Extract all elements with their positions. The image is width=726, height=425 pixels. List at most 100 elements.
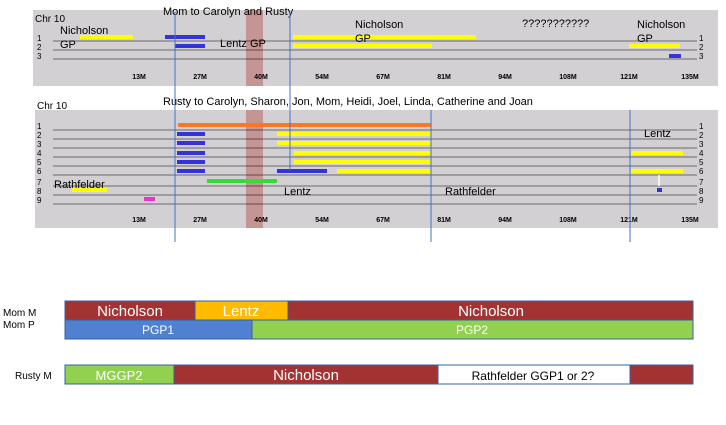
axis-tick: 81M xyxy=(437,217,451,224)
panel-2-row-number: 9 xyxy=(37,196,42,205)
panel-2: Chr 10 Rusty to Carolyn, Sharon, Jon, Mo… xyxy=(35,96,718,228)
panel-2-row-number-right: 1 xyxy=(699,122,704,131)
axis-tick: 13M xyxy=(132,217,146,224)
panel-2-row-number-right: 8 xyxy=(699,187,704,196)
panel-2-row-number-right: 7 xyxy=(699,178,704,187)
axis-tick: 67M xyxy=(376,217,390,224)
segment-blue xyxy=(175,44,205,48)
axis-tick: 27M xyxy=(193,217,207,224)
bar-label-nicholson: Nicholson xyxy=(273,367,339,384)
segment-blue xyxy=(669,54,681,58)
panel-2-row-number: 2 xyxy=(37,131,42,140)
segment-yellow xyxy=(277,132,431,136)
panel-2-row-number-right: 4 xyxy=(699,149,704,158)
panel-1-chr-label: Chr 10 xyxy=(35,14,65,25)
panel-1-row-number: 2 xyxy=(37,43,42,52)
label-unknown: ??????????? xyxy=(522,18,589,30)
label-rathfelder: Rathfelder xyxy=(54,179,105,191)
segment-yellow xyxy=(631,151,683,155)
label-lentz: Lentz xyxy=(284,186,311,198)
segment-yellow xyxy=(294,151,431,155)
segment-yellow xyxy=(294,160,431,164)
panel-2-row-number: 8 xyxy=(37,187,42,196)
panel-1-title: Mom to Carolyn and Rusty xyxy=(163,6,294,18)
panel-2-row-number: 3 xyxy=(37,140,42,149)
label-nicholson: Nicholson xyxy=(637,19,685,31)
axis-tick: 121M xyxy=(620,74,638,81)
bar-label-pgp2: PGP2 xyxy=(456,323,488,337)
panel-1: Chr 10 Mom to Carolyn and Rusty 1 2 3 1 … xyxy=(33,6,718,86)
segment-blue xyxy=(177,132,205,136)
axis-tick: 40M xyxy=(254,74,268,81)
bar-segment-pgp2 xyxy=(251,319,694,340)
panel-2-row-number-right: 9 xyxy=(699,196,704,205)
row-label-mom-m: Mom M xyxy=(3,308,36,319)
panel-2-row-number: 4 xyxy=(37,149,42,158)
panel-2-row-number: 7 xyxy=(37,178,42,187)
bar-segment-nicholson xyxy=(629,364,694,385)
axis-tick: 135M xyxy=(681,74,699,81)
segment-yellow xyxy=(72,188,107,192)
segment-yellow xyxy=(293,35,476,39)
axis-tick: 108M xyxy=(559,217,577,224)
segment-blue xyxy=(177,151,205,155)
panel-2-row-number: 6 xyxy=(37,167,42,176)
panel-2-highlight-band xyxy=(246,110,263,228)
axis-tick: 13M xyxy=(132,74,146,81)
segment-yellow xyxy=(631,169,683,173)
ancestry-bars: Mom M Mom P Rusty M Nicholson Lentz Nich… xyxy=(3,300,694,385)
label-nicholson: Nicholson xyxy=(355,19,403,31)
axis-tick: 67M xyxy=(376,74,390,81)
label-gp: GP xyxy=(355,33,371,45)
segment-yellow xyxy=(337,169,431,173)
segment-yellow xyxy=(293,44,432,48)
panel-1-highlight-band xyxy=(246,10,263,86)
bar-label-nicholson: Nicholson xyxy=(97,303,163,320)
panel-2-row-number-right: 3 xyxy=(699,140,704,149)
bar-label-nicholson: Nicholson xyxy=(458,303,524,320)
row-label-mom-p: Mom P xyxy=(3,320,35,331)
segment-yellow xyxy=(80,35,133,39)
panel-2-chr-label: Chr 10 xyxy=(37,101,67,112)
panel-1-row-number: 1 xyxy=(37,34,42,43)
segment-orange xyxy=(178,123,431,127)
segment-blue xyxy=(277,169,327,173)
segment-blue xyxy=(177,169,205,173)
axis-tick: 108M xyxy=(559,74,577,81)
axis-tick: 121M xyxy=(620,217,638,224)
segment-blue xyxy=(657,188,662,192)
segment-green xyxy=(207,179,277,183)
bar-label-rathfelder: Rathfelder GGP1 or 2? xyxy=(472,369,595,383)
axis-tick: 27M xyxy=(193,74,207,81)
panel-2-row-number: 5 xyxy=(37,158,42,167)
segment-yellow xyxy=(629,44,680,48)
panel-2-title: Rusty to Carolyn, Sharon, Jon, Mom, Heid… xyxy=(163,96,533,108)
panel-1-row-number: 3 xyxy=(37,52,42,61)
panel-2-row-number-right: 6 xyxy=(699,167,704,176)
label-rathfelder: Rathfelder xyxy=(445,186,496,198)
axis-tick: 94M xyxy=(498,74,512,81)
segment-blue xyxy=(165,35,205,39)
axis-tick: 40M xyxy=(254,217,268,224)
bar-label-pgp1: PGP1 xyxy=(142,323,174,337)
axis-tick: 54M xyxy=(315,217,329,224)
panel-2-row-number: 1 xyxy=(37,122,42,131)
panel-2-row-number-right: 2 xyxy=(699,131,704,140)
segment-blue xyxy=(177,160,205,164)
bar-label-mggp2: MGGP2 xyxy=(96,368,143,383)
segment-blue xyxy=(177,141,205,145)
bar-label-lentz: Lentz xyxy=(223,303,260,320)
label-gp: GP xyxy=(637,33,653,45)
label-nicholson: Nicholson xyxy=(60,25,108,37)
axis-tick: 135M xyxy=(681,217,699,224)
row-label-rusty-m: Rusty M xyxy=(15,371,52,382)
panel-1-row-number-right: 1 xyxy=(699,34,704,43)
label-lentz: Lentz xyxy=(644,128,671,140)
segment-magenta xyxy=(144,197,155,201)
axis-tick: 94M xyxy=(498,217,512,224)
label-lentz-gp: Lentz GP xyxy=(220,38,266,50)
axis-tick: 54M xyxy=(315,74,329,81)
label-gp: GP xyxy=(60,39,76,51)
